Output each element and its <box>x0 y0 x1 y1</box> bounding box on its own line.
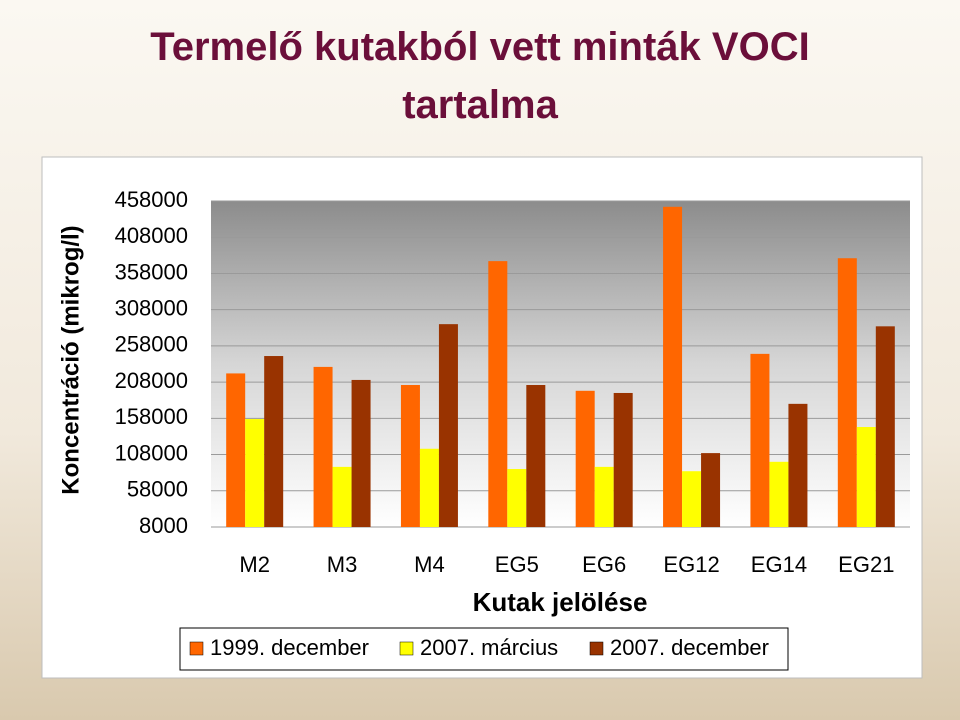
y-tick-label: 358000 <box>115 259 188 284</box>
y-tick-label: 108000 <box>115 440 188 465</box>
bar <box>663 206 683 527</box>
x-tick-label: M4 <box>414 552 445 577</box>
bar <box>788 403 808 527</box>
bar <box>332 466 352 527</box>
y-tick-label: 8000 <box>139 513 188 538</box>
y-tick-label: 458000 <box>115 187 188 212</box>
bar <box>856 427 876 527</box>
chart-title: Termelő kutakból vett minták VOCI tartal… <box>150 25 810 127</box>
y-tick-label: 158000 <box>115 404 188 429</box>
bar <box>594 466 614 527</box>
y-tick-label: 308000 <box>115 295 188 320</box>
legend-label: 1999. december <box>210 635 369 660</box>
bar <box>837 258 857 527</box>
legend <box>179 627 789 671</box>
bar <box>226 373 246 527</box>
legend-swatch <box>589 641 604 656</box>
x-tick-label: EG14 <box>751 552 807 577</box>
y-tick-label: 208000 <box>115 368 188 393</box>
bar <box>488 261 508 527</box>
bar <box>419 448 439 527</box>
bar <box>575 390 595 527</box>
bar <box>875 326 895 527</box>
x-tick-label: EG5 <box>495 552 539 577</box>
bar <box>682 471 702 527</box>
x-tick-label: EG21 <box>838 552 894 577</box>
x-axis-label: Kutak jelölése <box>473 587 648 617</box>
bar <box>245 419 265 527</box>
x-tick-label: M2 <box>239 552 270 577</box>
bar <box>750 353 770 527</box>
bar <box>400 385 420 527</box>
bar <box>507 469 527 527</box>
y-tick-label: 258000 <box>115 332 188 357</box>
y-tick-label: 58000 <box>127 477 188 502</box>
x-tick-label: M3 <box>327 552 358 577</box>
legend-swatch <box>189 641 204 656</box>
x-tick-label: EG6 <box>582 552 626 577</box>
bar <box>438 324 458 527</box>
bar <box>351 379 371 527</box>
bar <box>769 461 789 527</box>
legend-label: 2007. március <box>420 635 558 660</box>
bar <box>313 366 333 527</box>
legend-swatch <box>399 641 414 656</box>
bar <box>526 385 546 527</box>
x-tick-label: EG12 <box>663 552 719 577</box>
y-axis-label: Koncentráció (mikrog/l) <box>57 225 84 494</box>
legend-label: 2007. december <box>610 635 769 660</box>
bar <box>613 392 633 527</box>
bar <box>264 356 284 527</box>
bar <box>701 453 721 527</box>
y-tick-label: 408000 <box>115 223 188 248</box>
